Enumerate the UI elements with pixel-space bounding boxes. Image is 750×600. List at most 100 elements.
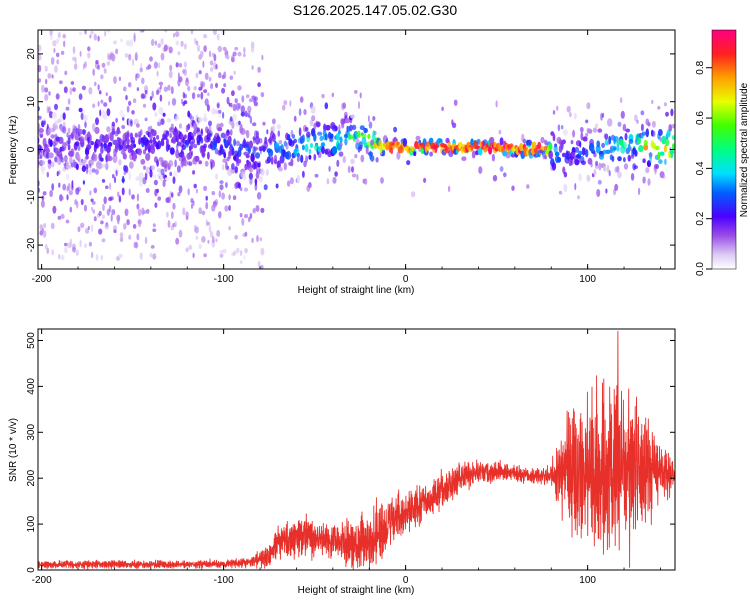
spectrogram-cell-323	[101, 62, 106, 68]
spectrogram-cell-52	[46, 123, 49, 130]
spectrogram-cell-1765	[670, 151, 674, 159]
spectrogram-cell-189	[74, 57, 77, 64]
spectrogram-cell-829	[204, 72, 209, 81]
spectrogram-cell-798	[198, 70, 202, 75]
spectrogram-cell-701	[178, 62, 183, 68]
spectrogram-cell-1615	[585, 149, 589, 158]
spectrogram-cell-1610	[581, 160, 586, 166]
spectrogram-cell-332	[104, 30, 107, 37]
spectrogram-cell-1087	[257, 82, 261, 88]
spectrogram-cell-558	[149, 170, 153, 178]
spectrogram-cell-948	[229, 75, 234, 80]
spectrogram-cell-796	[198, 243, 202, 250]
spectrogram-cell-383	[113, 229, 117, 233]
spectrogram-cell-311	[99, 109, 102, 117]
spectrogram-cell-445	[126, 219, 130, 226]
spectrogram-cell-224	[82, 109, 86, 115]
spectrogram-cell-860	[211, 191, 216, 196]
spectrogram-cell-1101	[260, 207, 265, 214]
spectrogram-cell-213	[78, 31, 83, 36]
spectrogram-cell-562	[150, 165, 155, 171]
spectrogram-cell-397	[117, 191, 120, 198]
spectrogram-cell-1007	[241, 95, 245, 103]
spectrogram-cell-579	[154, 40, 158, 46]
spectrogram-cell-1270	[349, 124, 353, 132]
spectrogram-cell-472	[133, 143, 137, 148]
spectrogram-cell-25	[41, 166, 45, 175]
spectrogram-cell-1286	[357, 101, 361, 110]
x-tick-label: -100	[214, 274, 234, 285]
spectrogram-cell-54	[46, 171, 49, 178]
spectrogram-cell-958	[231, 90, 235, 97]
spectrogram-cell-671	[172, 33, 176, 38]
spectrogram-cell-1223	[324, 102, 329, 110]
spectrogram-cell-535	[144, 236, 148, 244]
spectrogram-cell-286	[93, 216, 97, 222]
spectrogram-cell-198	[75, 249, 79, 256]
spectrogram-cell-1163	[293, 115, 297, 122]
spectrogram-cell-1493	[503, 172, 507, 178]
spectrogram-cell-873	[215, 173, 218, 180]
spectrogram-cell-163	[69, 206, 73, 213]
spectrogram-cell-379	[113, 225, 117, 231]
spectrogram-cell-792	[198, 160, 202, 165]
spectrogram-cell-917	[223, 83, 227, 88]
spectrogram-cell-723	[183, 68, 188, 77]
spectrogram-y-label: Frequency (Hz)	[8, 116, 19, 185]
spectrogram-cell-153	[67, 127, 71, 134]
spectrogram-cell-352	[107, 142, 113, 147]
spectrogram-cell-197	[75, 187, 80, 195]
spectrogram-cell-1140	[282, 148, 286, 157]
spectrogram-cell-450	[128, 171, 132, 180]
spectrogram-cell-1557	[551, 162, 557, 171]
spectrogram-cell-1075	[255, 130, 260, 138]
spectrogram-cell-1312	[372, 130, 376, 136]
spectrogram-cell-1071	[254, 179, 257, 187]
spectrogram-cell-983	[235, 102, 240, 111]
spectrogram-cell-1756	[664, 138, 670, 147]
spectrogram-cell-1187	[306, 131, 311, 138]
y-tick-label: 0	[26, 567, 37, 573]
spectrogram-cell-964	[232, 51, 237, 57]
spectrogram-cell-426	[122, 153, 127, 160]
spectrogram-cell-354	[107, 155, 113, 162]
spectrogram-cell-125	[61, 157, 64, 163]
spectrogram-cell-175	[71, 180, 74, 189]
spectrogram-cell-947	[230, 143, 233, 148]
spectrogram-cell-605	[159, 85, 162, 90]
spectrogram-cell-606	[159, 94, 163, 102]
spectrogram-cell-818	[202, 117, 208, 122]
spectrogram-cell-1746	[658, 129, 663, 136]
spectrogram-cell-1624	[590, 162, 593, 168]
spectrogram-cell-454	[128, 82, 132, 88]
spectrogram-cell-1607	[580, 131, 584, 141]
spectrogram-cell-370	[111, 126, 116, 132]
spectrogram-cell-1267	[348, 134, 353, 140]
spectrogram-cell-881	[216, 134, 220, 144]
spectrogram-cell-376	[112, 154, 118, 164]
spectrogram-cell-491	[136, 193, 139, 202]
spectrogram-cell-714	[181, 144, 186, 151]
spectrogram-cell-536	[145, 153, 151, 161]
spectrogram-cell-1767	[671, 143, 675, 151]
spectrogram-cell-247	[85, 163, 89, 170]
spectrogram-cell-967	[232, 103, 237, 112]
spectrogram-cell-258	[88, 134, 92, 143]
spectrogram-cell-598	[157, 196, 161, 201]
spectrogram-cell-1468	[488, 146, 493, 155]
spectrogram-cell-39	[43, 223, 46, 229]
spectrogram-cell-1634	[595, 144, 601, 154]
spectrogram-cell-436	[125, 94, 128, 101]
spectrogram-cell-692	[177, 51, 181, 56]
spectrogram-cell-1390	[429, 151, 433, 157]
spectrogram-cell-681	[175, 115, 180, 121]
spectrogram-cell-460	[129, 39, 134, 48]
spectrogram-cell-49	[45, 147, 50, 154]
spectrogram-cell-407	[118, 253, 122, 259]
spectrogram-cell-1754	[663, 144, 668, 153]
spectrogram-cell-1474	[491, 153, 495, 162]
spectrogram-cell-423	[122, 117, 125, 121]
spectrogram-cell-742	[187, 85, 191, 92]
spectrogram-cell-600	[158, 106, 164, 115]
spectrogram-cell-1675	[617, 121, 622, 127]
